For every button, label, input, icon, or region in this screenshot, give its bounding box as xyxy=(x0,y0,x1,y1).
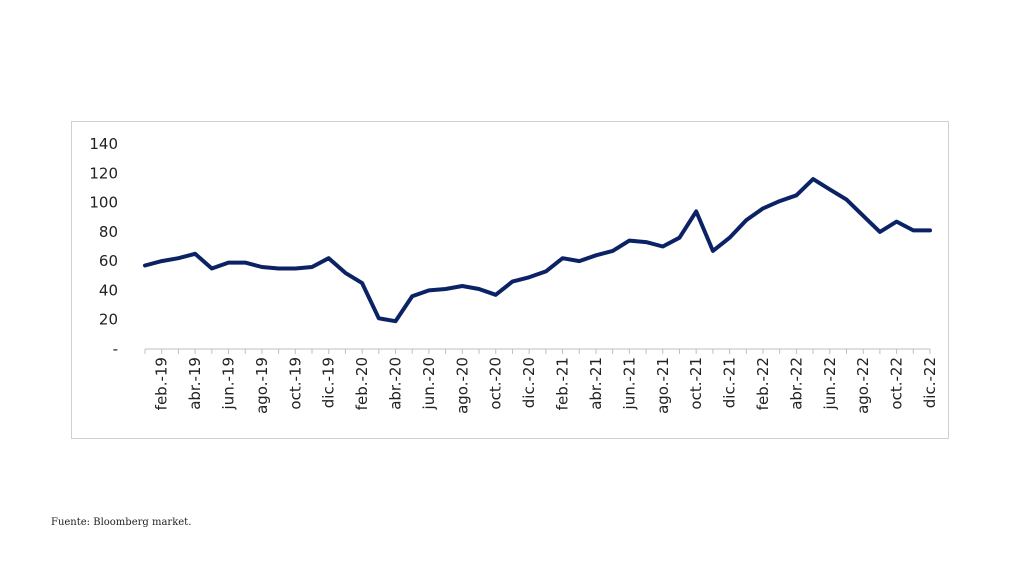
x-tick-label: oct.-20 xyxy=(487,357,505,410)
x-tick-label: feb.-19 xyxy=(153,357,171,410)
y-tick-label: 100 xyxy=(89,194,118,212)
x-tick-label: dic.-22 xyxy=(921,357,939,408)
x-tick-label: abr.-19 xyxy=(186,357,204,410)
x-tick-label: abr.-22 xyxy=(787,357,805,410)
x-tick-label: dic.-19 xyxy=(320,357,338,408)
y-tick-label: 80 xyxy=(99,223,118,241)
x-tick-label: jun.-21 xyxy=(620,357,638,410)
x-tick-label: ago.-19 xyxy=(253,357,271,414)
x-tick-label: abr.-20 xyxy=(387,357,405,410)
source-note: Fuente: Bloomberg market. xyxy=(51,517,192,528)
x-tick-label: jun.-22 xyxy=(821,357,839,410)
x-axis: feb.-19 abr.-19 jun.-19 ago.-19 oct.-19 dic.-… xyxy=(144,348,939,414)
x-tick-label: feb.-20 xyxy=(353,357,371,410)
x-tick-label: jun.-19 xyxy=(220,357,238,410)
y-axis: - 20 40 60 80 100 120 140 xyxy=(89,135,118,358)
series-line xyxy=(143,177,932,324)
y-tick-label: 120 xyxy=(89,164,118,182)
x-tick-label: dic.-21 xyxy=(721,357,739,408)
x-tick-label: jun.-20 xyxy=(420,357,438,410)
y-tick-label: 140 xyxy=(89,135,118,153)
x-tick-label: ago.-22 xyxy=(854,357,872,414)
y-tick-label: 60 xyxy=(99,252,118,270)
x-tick-label: abr.-21 xyxy=(587,357,605,410)
x-tick-label: oct.-21 xyxy=(687,357,705,410)
x-tick-label: feb.-22 xyxy=(754,357,772,410)
series-group xyxy=(143,177,932,324)
x-tick-label: oct.-19 xyxy=(286,357,304,410)
x-tick-label: ago.-21 xyxy=(654,357,672,414)
x-tick-label: dic.-20 xyxy=(520,357,538,408)
line-chart: - 20 40 60 80 100 120 140 feb.-19 abr.-19 jun.-19… xyxy=(89,135,939,414)
y-tick-label: - xyxy=(113,340,118,358)
chart-frame: - 20 40 60 80 100 120 140 feb.-19 abr.-19 jun.-19… xyxy=(71,121,949,439)
x-tick-label: oct.-22 xyxy=(888,357,906,410)
x-tick-label: feb.-21 xyxy=(554,357,572,410)
x-tick-label: ago.-20 xyxy=(453,357,471,414)
y-tick-label: 20 xyxy=(99,311,118,329)
y-tick-label: 40 xyxy=(99,281,118,299)
